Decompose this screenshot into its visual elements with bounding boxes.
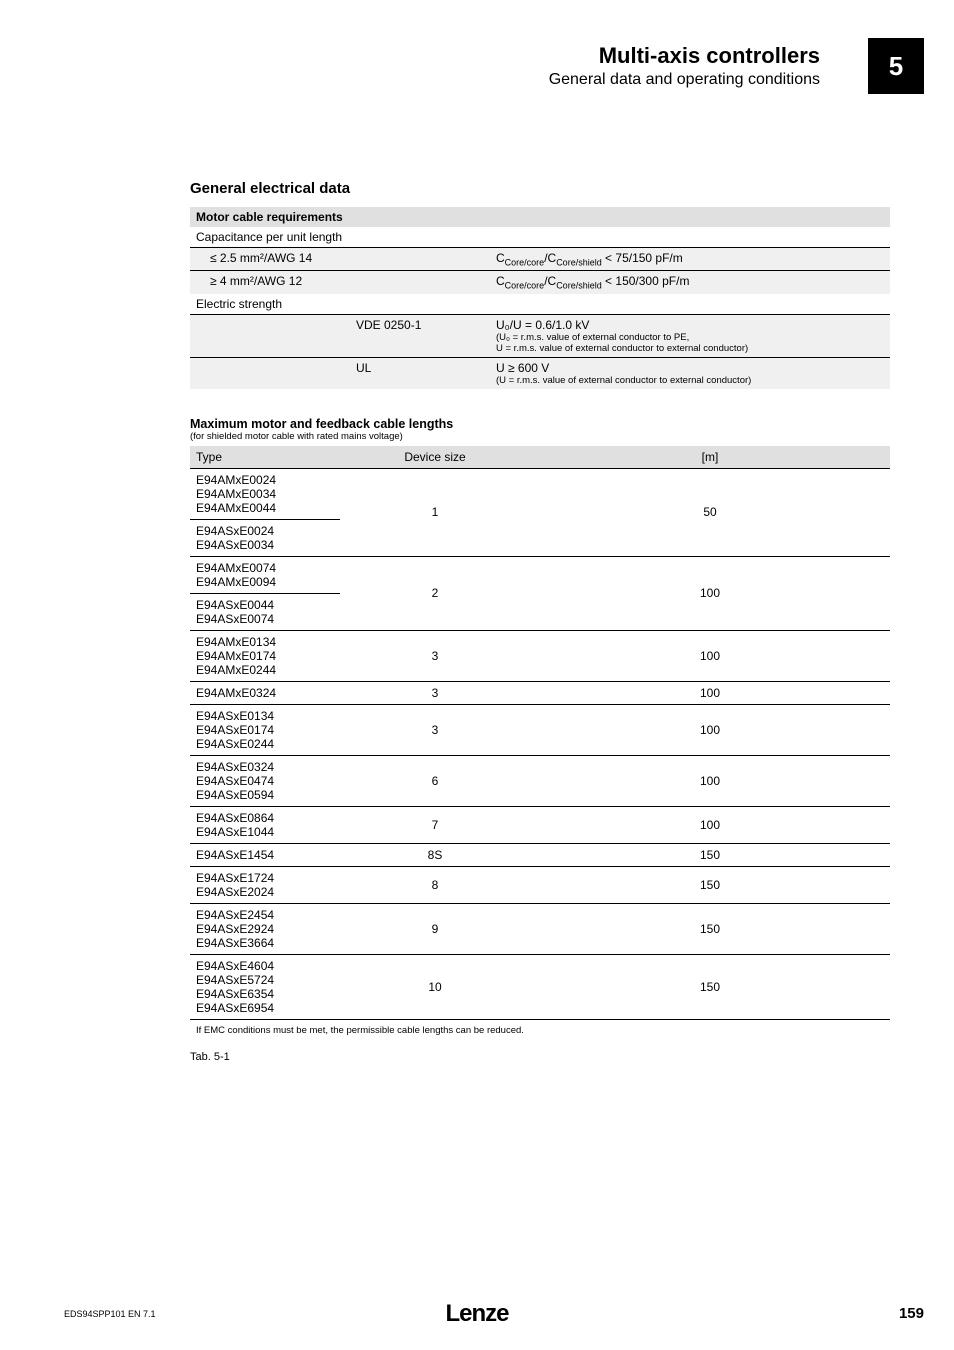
strength-value: U₀/U = 0.6/1.0 kV (U₀ = r.m.s. value of …: [490, 314, 890, 357]
content-area: General electrical data Motor cable requ…: [190, 180, 890, 1063]
length-cell: 150: [530, 954, 890, 1019]
table-label: Tab. 5-1: [190, 1051, 890, 1063]
device-size-cell: 3: [340, 681, 530, 704]
section-title: General electrical data: [190, 180, 890, 197]
footer-logo-wrap: Lenze: [445, 1300, 508, 1328]
strength-std: VDE 0250-1: [350, 314, 490, 357]
length-cell: 50: [530, 468, 890, 556]
col-length: [m]: [530, 446, 890, 469]
table2-subtitle: (for shielded motor cable with rated mai…: [190, 431, 890, 442]
device-size-cell: 10: [340, 954, 530, 1019]
table-row: E94ASxE1724E94ASxE20248150: [190, 866, 890, 903]
header-text-block: Multi-axis controllers General data and …: [440, 43, 820, 89]
type-cell: E94ASxE1724E94ASxE2024: [190, 866, 340, 903]
length-cell: 100: [530, 704, 890, 755]
cap-row-left: ≥ 4 mm²/AWG 12: [190, 271, 490, 294]
motor-cable-requirements-table: Motor cable requirements Capacitance per…: [190, 207, 890, 389]
type-cell: E94AMxE0324: [190, 681, 340, 704]
cable-lengths-section: Maximum motor and feedback cable lengths…: [190, 417, 890, 1063]
table-row: E94AMxE0024E94AMxE0034E94AMxE0044150: [190, 468, 890, 519]
type-cell: E94AMxE0134E94AMxE0174E94AMxE0244: [190, 630, 340, 681]
device-size-cell: 2: [340, 556, 530, 630]
table-row: E94ASxE2454E94ASxE2924E94ASxE36649150: [190, 903, 890, 954]
table-row: E94ASxE0324E94ASxE0474E94ASxE05946100: [190, 755, 890, 806]
device-size-cell: 6: [340, 755, 530, 806]
type-cell: E94ASxE2454E94ASxE2924E94ASxE3664: [190, 903, 340, 954]
chapter-number-badge: 5: [868, 38, 924, 94]
cap-row-right: CCore/core/CCore/shield < 150/300 pF/m: [490, 271, 890, 294]
table-row: E94AMxE0134E94AMxE0174E94AMxE02443100: [190, 630, 890, 681]
table-heading: Motor cable requirements: [190, 207, 890, 227]
device-size-cell: 7: [340, 806, 530, 843]
table-row: E94ASxE0134E94ASxE0174E94ASxE02443100: [190, 704, 890, 755]
type-cell: E94ASxE0134E94ASxE0174E94ASxE0244: [190, 704, 340, 755]
table-header-row: Type Device size [m]: [190, 446, 890, 469]
length-cell: 100: [530, 556, 890, 630]
table-row: E94ASxE0864E94ASxE10447100: [190, 806, 890, 843]
type-cell: E94ASxE0044E94ASxE0074: [190, 593, 340, 630]
capacitance-row-1: ≤ 2.5 mm²/AWG 14 CCore/core/CCore/shield…: [190, 248, 890, 271]
page-number: 159: [899, 1305, 924, 1322]
type-cell: E94AMxE0074E94AMxE0094: [190, 556, 340, 593]
device-size-cell: 3: [340, 704, 530, 755]
lenze-logo: Lenze: [445, 1300, 508, 1327]
cap-row-right: CCore/core/CCore/shield < 75/150 pF/m: [490, 248, 890, 271]
strength-row-1: VDE 0250-1 U₀/U = 0.6/1.0 kV (U₀ = r.m.s…: [190, 314, 890, 357]
strength-std: UL: [350, 357, 490, 389]
capacitance-row-2: ≥ 4 mm²/AWG 12 CCore/core/CCore/shield <…: [190, 271, 890, 294]
strength-row-2: UL U ≥ 600 V (U = r.m.s. value of extern…: [190, 357, 890, 389]
table-row: E94AMxE0074E94AMxE00942100: [190, 556, 890, 593]
chapter-number: 5: [889, 51, 903, 82]
device-size-cell: 8S: [340, 843, 530, 866]
page-title: Multi-axis controllers: [440, 43, 820, 69]
cable-lengths-table: Type Device size [m] E94AMxE0024E94AMxE0…: [190, 446, 890, 1019]
length-cell: 100: [530, 630, 890, 681]
cap-row-left: ≤ 2.5 mm²/AWG 14: [190, 248, 490, 271]
type-cell: E94ASxE4604E94ASxE5724E94ASxE6354E94ASxE…: [190, 954, 340, 1019]
type-cell: E94AMxE0024E94AMxE0034E94AMxE0044: [190, 468, 340, 519]
length-cell: 150: [530, 866, 890, 903]
table-footnote: If EMC conditions must be met, the permi…: [190, 1019, 890, 1041]
length-cell: 100: [530, 806, 890, 843]
type-cell: E94ASxE0324E94ASxE0474E94ASxE0594: [190, 755, 340, 806]
page-header: Multi-axis controllers General data and …: [0, 38, 954, 94]
length-cell: 150: [530, 903, 890, 954]
col-type: Type: [190, 446, 340, 469]
table-row: E94ASxE14548S150: [190, 843, 890, 866]
type-cell: E94ASxE0864E94ASxE1044: [190, 806, 340, 843]
type-cell: E94ASxE1454: [190, 843, 340, 866]
device-size-cell: 8: [340, 866, 530, 903]
col-device-size: Device size: [340, 446, 530, 469]
device-size-cell: 1: [340, 468, 530, 556]
length-cell: 100: [530, 755, 890, 806]
table-row: E94ASxE4604E94ASxE5724E94ASxE6354E94ASxE…: [190, 954, 890, 1019]
footer-doc-id: EDS94SPP101 EN 7.1: [64, 1309, 156, 1319]
device-size-cell: 3: [340, 630, 530, 681]
electric-strength-label: Electric strength: [190, 294, 890, 315]
table2-title: Maximum motor and feedback cable lengths: [190, 417, 890, 431]
type-cell: E94ASxE0024E94ASxE0034: [190, 519, 340, 556]
table-row: E94AMxE03243100: [190, 681, 890, 704]
length-cell: 100: [530, 681, 890, 704]
page-subtitle: General data and operating conditions: [440, 71, 820, 89]
capacitance-label: Capacitance per unit length: [190, 227, 890, 248]
device-size-cell: 9: [340, 903, 530, 954]
length-cell: 150: [530, 843, 890, 866]
page-footer: EDS94SPP101 EN 7.1 Lenze 159: [0, 1305, 954, 1322]
strength-value: U ≥ 600 V (U = r.m.s. value of external …: [490, 357, 890, 389]
